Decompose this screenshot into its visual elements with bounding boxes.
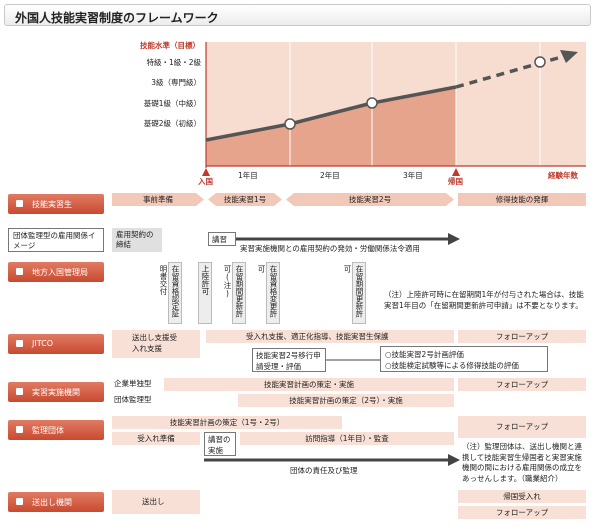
jitco-support: 受入れ支援、適正化指導、技能実習生保護: [206, 330, 454, 343]
data-point: [366, 97, 378, 109]
data-point: [534, 56, 546, 68]
row-label-trainee: 技能実習生: [8, 194, 104, 214]
jitco-followup: フォローアップ: [458, 330, 586, 343]
implementing-plan-corporate: 技能実習計画の策定・実施: [164, 378, 454, 391]
level-label: 特級・1級・2級: [146, 58, 201, 67]
jitco-transfer-application: 技能実習2号移行申請受理・評価: [252, 348, 326, 372]
y-axis-label: 技能水準（目標）: [140, 41, 200, 50]
row-label-jitco: JITCO: [8, 334, 104, 354]
skill-area: [206, 87, 456, 166]
supervising-plan: 技能実習計画の策定（1号・2号）: [112, 416, 342, 429]
employment-arrow: [236, 233, 460, 245]
row-label-immigration: 地方入国管理局: [8, 262, 104, 282]
supervising-visit-guidance: 訪問指導（1年目）・監査: [240, 432, 454, 445]
implementing-plan-group: 技能実習計画の策定（2号）・実施: [238, 394, 454, 407]
phase-training-2: 技能実習2号: [286, 193, 454, 206]
row-label-employment: 団体監理型の雇用関係イメージ: [8, 228, 104, 252]
sending-send: 送出し: [112, 490, 200, 514]
x-tick-label: 2年目: [320, 171, 340, 180]
phase-training-1: 技能実習1号: [208, 193, 282, 206]
jitco-evaluation-box: ○技能実習2号計画評価 ○技能検定試験等による修得技能の評価: [380, 346, 548, 372]
skill-level-chart: [202, 42, 586, 176]
skill-line: [205, 85, 457, 142]
row-label-sending: 送出し機関: [8, 492, 104, 512]
supervising-lecture: 講習の実施: [204, 432, 236, 456]
immigration-status-change: 在留資格変更許可: [257, 262, 280, 324]
immigration-certificate: 在留資格認定証明書交付: [159, 262, 182, 324]
lecture-box: 講習: [208, 232, 236, 246]
immigration-extension-2: 在留期間更新許可: [343, 262, 366, 324]
x-tick-label: 3年目: [403, 171, 423, 180]
supervising-followup: フォローアップ: [458, 416, 586, 438]
jitco-evaluation-1: ○技能実習2号計画評価: [385, 350, 464, 359]
entry-marker-icon: [202, 168, 210, 176]
supervising-responsibility: 団体の責任及び監理: [290, 466, 358, 475]
skill-line-projection: [455, 54, 566, 89]
corporate-type-label: 企業単独型: [114, 379, 152, 388]
supervising-note: （注）監理団体は、送出し機関と連携して技能実習生帰国者と実習実施機関の間における…: [462, 442, 582, 483]
row-label-supervising: 監理団体: [8, 420, 104, 440]
supervising-arrow: [204, 454, 460, 466]
return-marker-icon: [452, 168, 460, 176]
page-title: 外国人技能実習制度のフレームワーク: [15, 11, 219, 25]
entry-label: 入国: [198, 177, 213, 186]
level-label: 3級（専門級）: [151, 78, 201, 87]
level-label: 基礎2級（初級）: [143, 119, 201, 128]
title-bar: 外国人技能実習制度のフレームワーク: [4, 4, 591, 26]
x-axis-label: 経験年数: [548, 171, 578, 180]
phase-prep: 事前準備: [112, 193, 204, 206]
immigration-extension-1: 在留期間更新許可(注): [223, 262, 246, 324]
sending-followup: フォローアップ: [458, 506, 586, 519]
return-label: 帰国: [448, 177, 463, 186]
group-type-label: 団体監理型: [114, 395, 152, 404]
level-label: 基礎1級（中級）: [143, 99, 201, 108]
jitco-send-receive-support: 送出し支援受入れ支援: [112, 330, 200, 358]
supervising-receive-prep: 受入れ準備: [112, 432, 200, 445]
implementing-followup: フォローアップ: [458, 378, 586, 391]
jitco-evaluation-2: ○技能検定試験等による修得技能の評価: [385, 361, 519, 371]
immigration-note: （注）上陸許可時に在留期間1年が付与された場合は、技能実習1年目の「在留期間更新…: [384, 290, 584, 310]
employment-contract: 雇用契約の締結: [112, 228, 162, 252]
sending-return-receive: 帰国受入れ: [458, 490, 586, 503]
x-tick-label: 1年目: [238, 171, 258, 180]
data-point: [284, 118, 296, 130]
immigration-landing-permit: 上陸許可: [198, 262, 212, 324]
phase-after-return: 修得技能の発揮: [458, 193, 586, 206]
employment-relation: 実習実施機関との雇用契約の発効・労働関係法令適用: [240, 244, 420, 253]
arrowhead: [560, 50, 578, 63]
jitco-connector: [326, 359, 380, 361]
row-label-implementing: 実習実施機関: [8, 382, 104, 402]
